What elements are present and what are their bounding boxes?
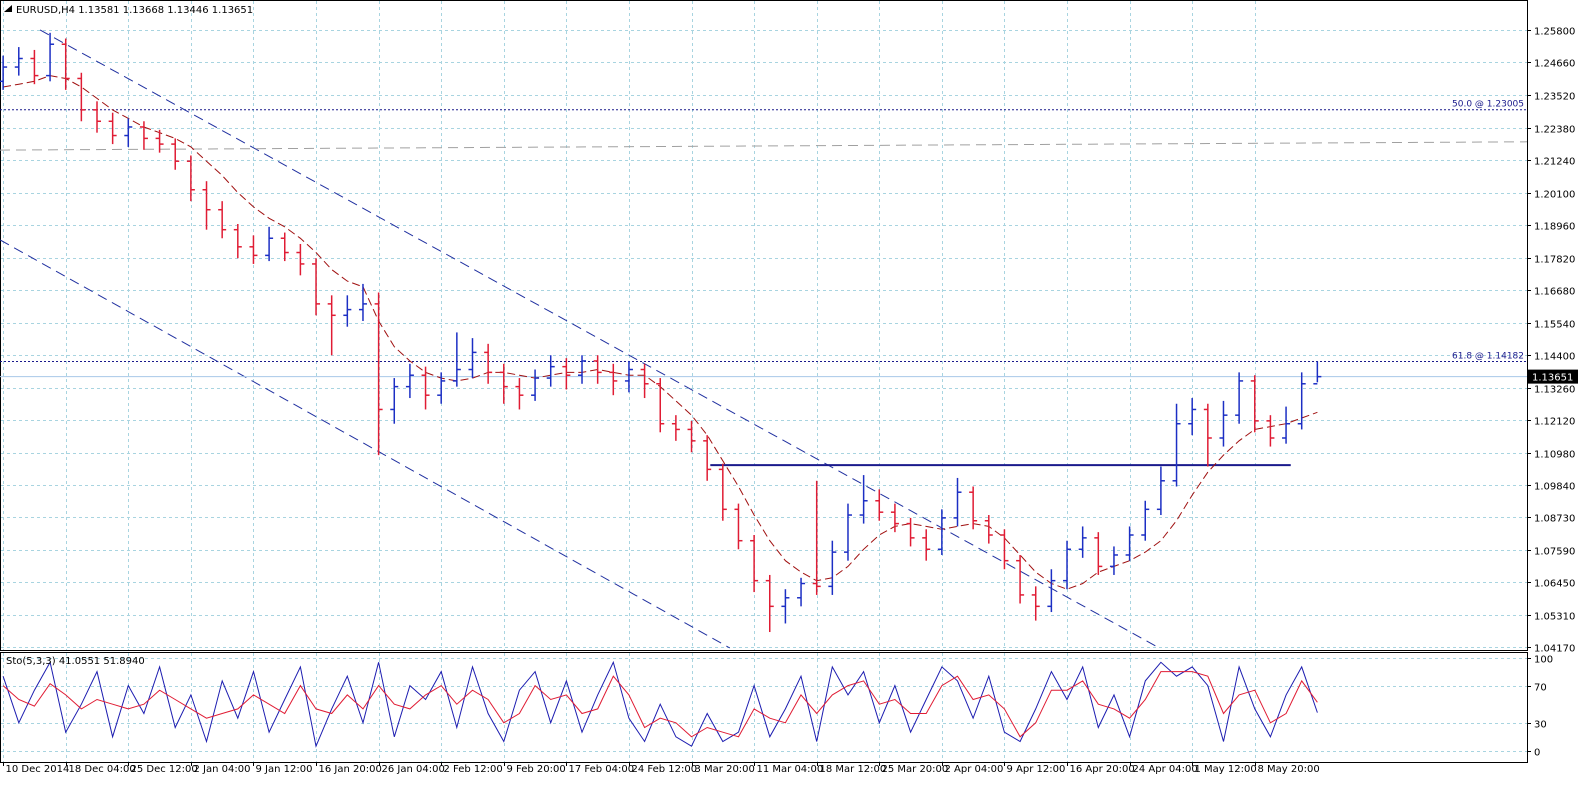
y-tick-label: 1.16680 bbox=[1534, 287, 1575, 298]
level-label: 50.0 @ 1.23005 bbox=[1452, 100, 1524, 110]
last-price-label: 1.13651 bbox=[1532, 373, 1573, 384]
y-tick-label: 1.08730 bbox=[1534, 514, 1575, 525]
y-tick-label: 1.17820 bbox=[1534, 255, 1575, 266]
x-tick-label: 18 Mar 12:00 bbox=[820, 764, 887, 775]
last-price-box bbox=[1528, 369, 1578, 384]
x-tick-label: 25 Mar 20:00 bbox=[882, 764, 949, 775]
trend-line bbox=[0, 141, 1527, 151]
oscillator bbox=[2, 660, 1318, 748]
y-tick-label: 1.24660 bbox=[1534, 59, 1575, 70]
oscillator-line bbox=[2, 660, 1318, 748]
x-tick-label: 18 Dec 04:00 bbox=[69, 764, 136, 775]
y-tick-label: 1.15540 bbox=[1534, 320, 1575, 331]
y-tick-label: 1.21240 bbox=[1534, 157, 1575, 168]
x-tick-label: 16 Jan 20:00 bbox=[319, 764, 382, 775]
labels: 1.25800 1.24660 1.23520 1.22380 1.21240 1.201… bbox=[3, 27, 1578, 775]
x-tick-label: 3 Mar 20:00 bbox=[695, 764, 755, 775]
x-tick-label: 24 Apr 04:00 bbox=[1133, 764, 1198, 775]
y-tick-label: 1.14400 bbox=[1534, 352, 1575, 363]
y-tick-label: 100 bbox=[1534, 655, 1553, 666]
x-tick-label: 11 Mar 04:00 bbox=[757, 764, 824, 775]
trend-line bbox=[0, 239, 731, 649]
y-tick-label: 0 bbox=[1534, 748, 1540, 759]
y-tick-label: 1.22380 bbox=[1534, 125, 1575, 136]
x-tick-label: 25 Dec 12:00 bbox=[131, 764, 198, 775]
x-tick-label: 10 Dec 2014 bbox=[6, 764, 70, 775]
y-tick-label: 1.09840 bbox=[1534, 482, 1575, 493]
x-tick-label: 17 Feb 04:00 bbox=[569, 764, 635, 775]
oscillator-title: Sto(5,3,3) 41.0551 51.8940 bbox=[6, 656, 145, 667]
y-tick-label: 70 bbox=[1534, 683, 1547, 694]
y-tick-label: 1.10980 bbox=[1534, 450, 1575, 461]
price-bars bbox=[0, 32, 1322, 633]
chart-title: EURUSD,H4 1.13581 1.13668 1.13446 1.1365… bbox=[16, 5, 253, 16]
trend-line bbox=[39, 29, 1160, 649]
y-tick-label: 1.23520 bbox=[1534, 92, 1575, 103]
level-label: 61.8 @ 1.14182 bbox=[1452, 351, 1524, 361]
y-tick-label: 1.25800 bbox=[1534, 27, 1575, 38]
x-tick-label: 9 Feb 20:00 bbox=[507, 764, 566, 775]
y-tick-label: 1.12120 bbox=[1534, 417, 1575, 428]
y-tick-label: 1.04170 bbox=[1534, 644, 1575, 655]
x-tick-label: 26 Jan 04:00 bbox=[382, 764, 445, 775]
y-tick-label: 1.06450 bbox=[1534, 579, 1575, 590]
x-tick-label: 2 Jan 04:00 bbox=[194, 764, 251, 775]
grid bbox=[1, 1, 1527, 762]
y-tick-label: 1.18960 bbox=[1534, 222, 1575, 233]
symbol-icon bbox=[4, 5, 12, 12]
overlays bbox=[0, 29, 1527, 649]
y-tick-label: 30 bbox=[1534, 720, 1547, 731]
x-tick-label: 9 Apr 12:00 bbox=[1007, 764, 1066, 775]
y-tick-label: 1.13260 bbox=[1534, 385, 1575, 396]
x-tick-label: 24 Feb 12:00 bbox=[632, 764, 698, 775]
oscillator-line bbox=[2, 671, 1318, 738]
main-panel bbox=[0, 0, 1528, 651]
y-tick-label: 1.05310 bbox=[1534, 612, 1575, 623]
y-tick-label: 1.20100 bbox=[1534, 190, 1575, 201]
y-tick-label: 1.07590 bbox=[1534, 547, 1575, 558]
x-tick-label: 2 Apr 04:00 bbox=[945, 764, 1004, 775]
x-tick-label: 8 May 20:00 bbox=[1258, 764, 1320, 775]
x-tick-label: 1 May 12:00 bbox=[1195, 764, 1257, 775]
x-tick-label: 2 Feb 12:00 bbox=[444, 764, 503, 775]
x-tick-label: 16 Apr 20:00 bbox=[1070, 764, 1135, 775]
oscillator-panel bbox=[0, 652, 1528, 763]
x-tick-label: 9 Jan 12:00 bbox=[256, 764, 313, 775]
